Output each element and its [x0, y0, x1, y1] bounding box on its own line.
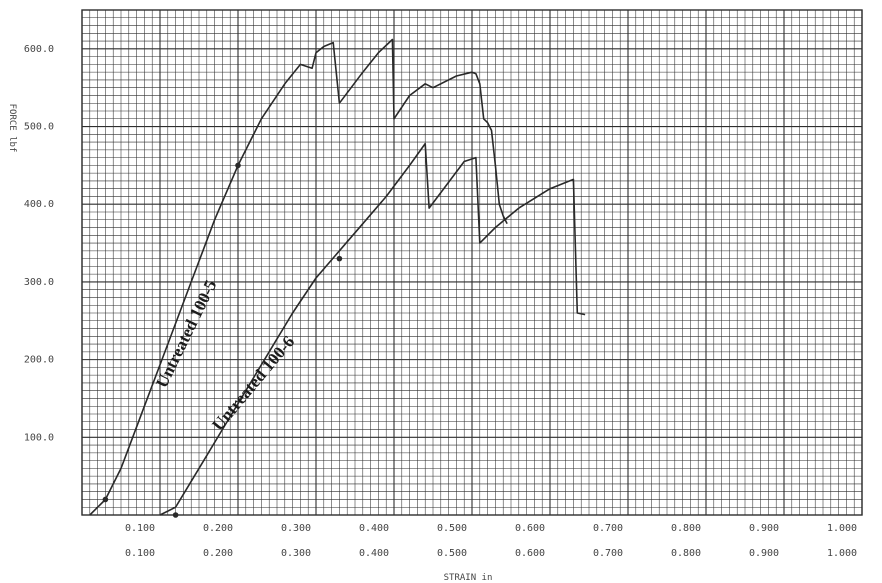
x-tick-labels-secondary: 0.100 0.200 0.300 0.400 0.500 0.600 0.700 0.800…	[125, 548, 857, 559]
x-tick-label: 0.500	[437, 548, 467, 559]
x-tick-label: 0.300	[281, 548, 311, 559]
x-tick-label: 0.300	[281, 523, 311, 534]
x-tick-label: 0.200	[203, 548, 233, 559]
y-tick-label: 300.0	[24, 277, 54, 288]
chart-grid	[81, 9, 863, 516]
x-tick-label: 0.100	[125, 548, 155, 559]
data-point-marker	[102, 496, 109, 503]
marker-layer	[102, 162, 343, 518]
y-tick-label: 600.0	[24, 44, 54, 55]
x-tick-label: 0.600	[515, 548, 545, 559]
y-tick-label: 200.0	[24, 355, 54, 366]
x-tick-label: 0.700	[593, 548, 623, 559]
x-tick-label: 0.400	[359, 548, 389, 559]
x-tick-label: 0.900	[749, 523, 779, 534]
x-tick-label: 0.100	[125, 523, 155, 534]
y-tick-label: 400.0	[24, 199, 54, 210]
x-tick-labels-primary: 0.100 0.200 0.300 0.400 0.500 0.600 0.700 0.800…	[125, 523, 857, 534]
y-axis-title: FORCE lbf	[7, 104, 17, 153]
y-tick-label: 100.0	[24, 432, 54, 443]
x-tick-label: 1.000	[827, 523, 857, 534]
x-tick-label: 0.700	[593, 523, 623, 534]
data-point-marker	[172, 512, 179, 518]
x-tick-label: 0.400	[359, 523, 389, 534]
x-tick-label: 0.800	[671, 523, 701, 534]
y-tick-labels: 100.0 200.0 300.0 400.0 500.0 600.0	[24, 44, 54, 443]
x-tick-label: 0.800	[671, 548, 701, 559]
series-line-1	[89, 38, 508, 516]
x-tick-label: 0.500	[437, 523, 467, 534]
x-tick-label: 0.900	[749, 548, 779, 559]
series-layer	[89, 38, 586, 516]
x-tick-label: 0.600	[515, 523, 545, 534]
series-line-2	[159, 142, 586, 516]
x-tick-label: 1.000	[827, 548, 857, 559]
y-tick-label: 500.0	[24, 122, 54, 133]
x-axis-title: STRAIN in	[444, 573, 493, 583]
data-point-marker	[235, 162, 241, 169]
plot-frame	[81, 9, 863, 516]
x-tick-label: 0.200	[203, 523, 233, 534]
data-point-marker	[336, 255, 343, 262]
